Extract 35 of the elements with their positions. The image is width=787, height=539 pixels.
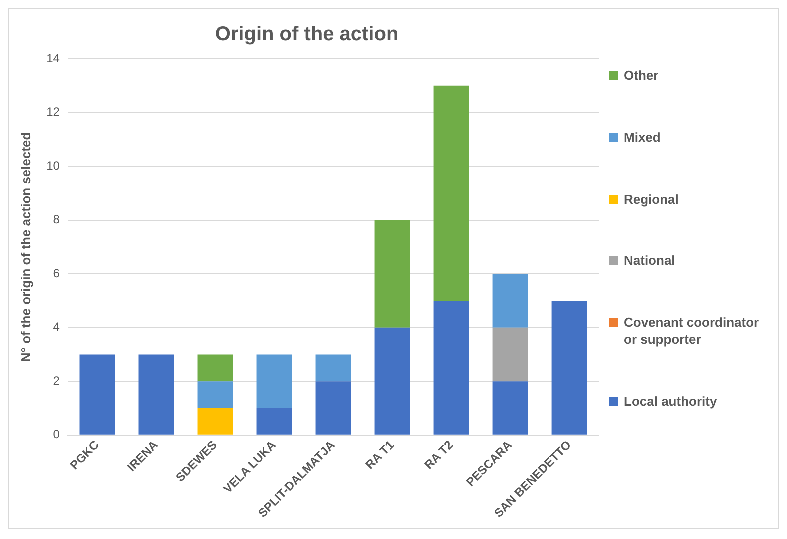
legend-label: Local authority <box>624 392 718 410</box>
y-tick-label: 12 <box>46 105 60 120</box>
bar <box>434 300 470 435</box>
x-tick-label: RA T1 <box>362 438 398 472</box>
y-tick-label: 8 <box>53 212 60 227</box>
legend-label: Regional <box>624 190 679 208</box>
bar <box>256 354 292 408</box>
y-tick-label: 0 <box>53 428 60 442</box>
bar <box>316 354 352 382</box>
bar <box>80 354 116 435</box>
legend-label: Covenant coordinator or supporter <box>624 314 760 348</box>
bar <box>434 86 470 301</box>
bar <box>492 382 528 435</box>
bar <box>316 382 352 435</box>
bar <box>256 408 292 435</box>
bar <box>374 328 410 435</box>
bar <box>198 382 234 408</box>
bar <box>138 354 174 435</box>
bar <box>374 220 410 328</box>
bar <box>552 300 588 435</box>
y-tick-label: 4 <box>53 320 60 334</box>
y-tick-label: 6 <box>53 266 60 280</box>
x-tick-label: RA T2 <box>422 438 456 472</box>
y-tick-label: 10 <box>46 158 60 173</box>
bar <box>492 328 528 382</box>
y-tick-label: 14 <box>46 51 60 66</box>
chart-title: Origin of the action <box>215 24 399 46</box>
y-axis-title: N° of the origin of the action selected <box>18 132 34 362</box>
legend-label: Other <box>624 67 659 84</box>
bar <box>198 354 234 382</box>
legend-label: National <box>624 252 676 270</box>
bar <box>198 408 234 435</box>
y-tick-label: 2 <box>53 374 60 388</box>
bar <box>492 274 528 328</box>
legend-label: Mixed <box>624 128 661 146</box>
